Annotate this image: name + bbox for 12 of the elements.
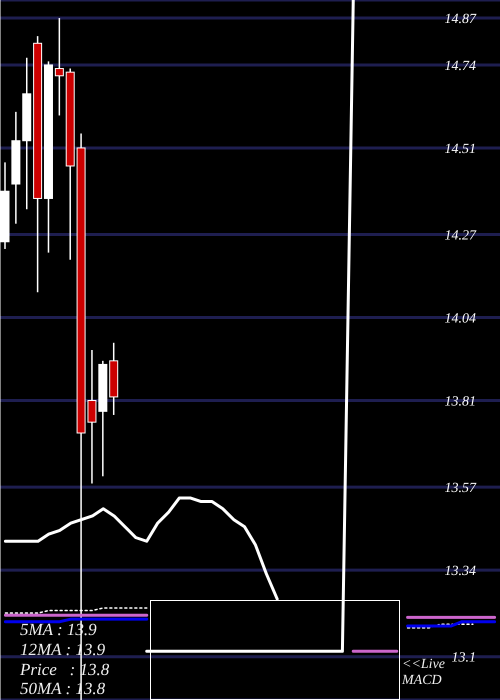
annotation: <<Live	[402, 656, 445, 674]
y-tick-label: 14.87	[444, 12, 477, 28]
y-tick-label: 14.04	[444, 311, 476, 326]
y-tick-label: 14.74	[444, 58, 476, 74]
y-tick-label: 13.1	[452, 650, 476, 666]
annotation: MACD	[402, 672, 442, 690]
y-tick-label: 14.27	[444, 228, 477, 244]
candlestick	[87, 349, 96, 484]
y-tick-label: 14.51	[444, 142, 476, 157]
y-tick-label: 13.34	[444, 564, 476, 580]
y-tick-label: 13.57	[444, 481, 477, 496]
y-tick-label: 13.81	[444, 394, 476, 410]
